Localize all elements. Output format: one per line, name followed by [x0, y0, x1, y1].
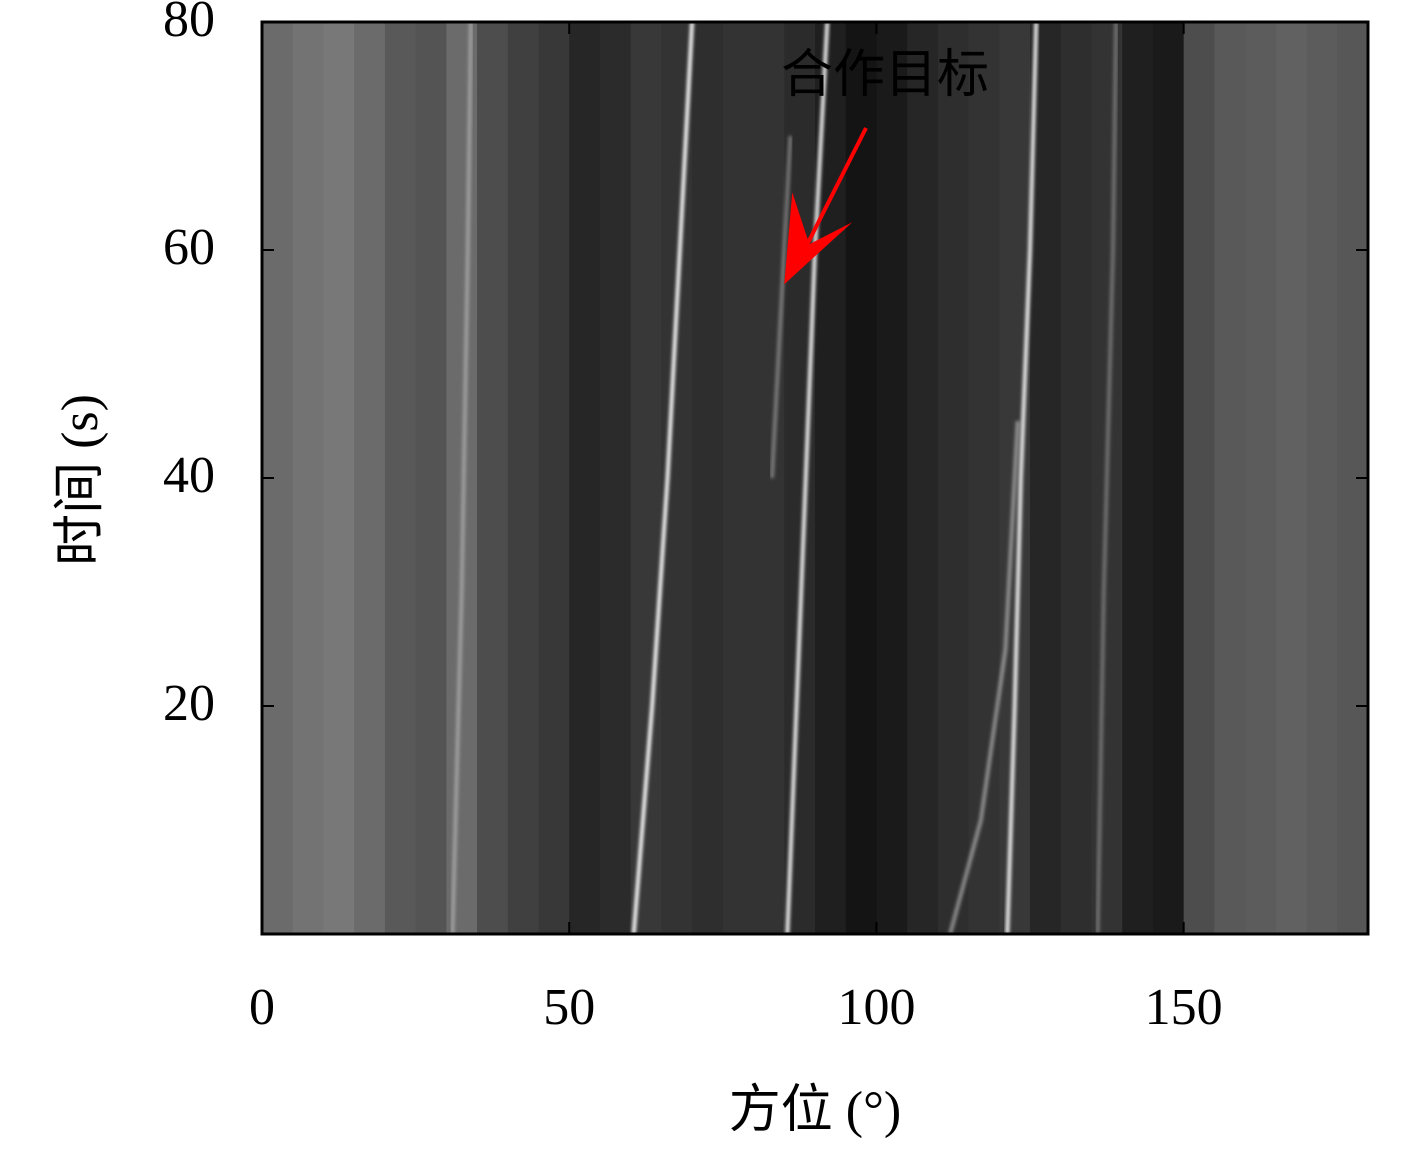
intensity-band: [384, 22, 417, 934]
intensity-band: [507, 22, 539, 934]
x-tick-label: 100: [837, 979, 915, 1036]
intensity-band: [907, 22, 939, 934]
x-tick-label: 150: [1145, 979, 1223, 1036]
x-tick-label: 0: [249, 979, 275, 1036]
track: [785, 21, 830, 935]
intensity-band: [1306, 22, 1338, 934]
intensity-band: [1245, 22, 1277, 934]
y-tick-label: 60: [163, 219, 215, 276]
intensity-band: [1275, 22, 1308, 934]
x-axis-label: 方位 (°): [729, 1082, 901, 1139]
intensity-band: [692, 22, 724, 934]
intensity-band: [1060, 22, 1092, 934]
intensity-band: [753, 22, 785, 934]
intensity-band: [1183, 22, 1215, 934]
track: [1005, 21, 1039, 935]
y-tick-label: 40: [163, 447, 215, 504]
intensity-band: [876, 22, 908, 934]
intensity-band: [477, 22, 509, 934]
plot-area: [262, 21, 1369, 935]
intensity-band: [845, 22, 877, 934]
intensity-band: [1214, 22, 1246, 934]
track: [948, 420, 1020, 935]
x-tick-label: 50: [543, 979, 595, 1036]
intensity-band: [1152, 22, 1185, 934]
intensity-band: [722, 22, 755, 934]
track: [1095, 21, 1119, 935]
track: [769, 135, 793, 479]
intensity-band: [354, 22, 386, 934]
intensity-band: [1030, 22, 1062, 934]
intensity-band: [415, 22, 447, 934]
annotation: 合作目标: [781, 47, 989, 104]
annotation-arrowhead: [784, 192, 853, 285]
intensity-band: [968, 22, 1000, 934]
intensity-band: [323, 22, 355, 934]
annotation-arrow: [800, 127, 868, 256]
intensity-band: [937, 22, 970, 934]
y-axis-label: 时间 (s): [52, 394, 109, 566]
intensity-band: [292, 22, 324, 934]
track: [631, 21, 695, 935]
intensity-band: [599, 22, 632, 934]
intensity-band: [1122, 22, 1154, 934]
intensity-band: [538, 22, 570, 934]
intensity-band: [569, 22, 601, 934]
track: [450, 21, 473, 935]
y-tick-label: 80: [163, 0, 215, 48]
y-tick-label: 20: [163, 675, 215, 732]
